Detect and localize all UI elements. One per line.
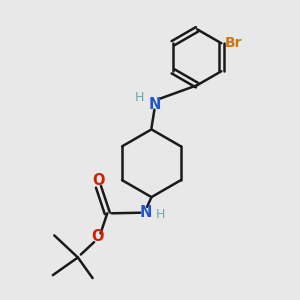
Text: O: O [92, 173, 105, 188]
Text: O: O [91, 230, 103, 244]
Text: H: H [134, 92, 144, 104]
Text: Br: Br [224, 36, 242, 50]
Text: N: N [140, 205, 152, 220]
Text: H: H [156, 208, 166, 221]
Text: N: N [148, 97, 160, 112]
